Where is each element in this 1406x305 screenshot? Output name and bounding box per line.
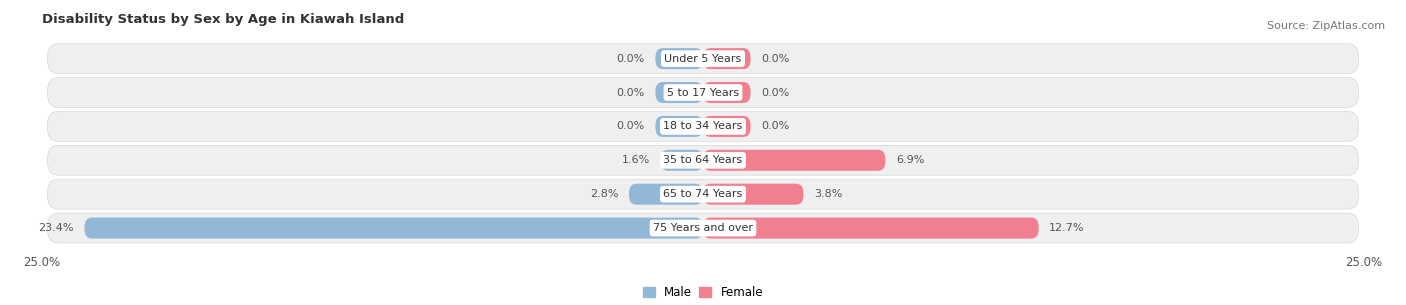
FancyBboxPatch shape xyxy=(655,82,703,103)
Text: 0.0%: 0.0% xyxy=(761,54,789,64)
FancyBboxPatch shape xyxy=(48,77,1358,107)
FancyBboxPatch shape xyxy=(655,116,703,137)
FancyBboxPatch shape xyxy=(628,184,703,205)
FancyBboxPatch shape xyxy=(655,48,703,69)
Text: 35 to 64 Years: 35 to 64 Years xyxy=(664,155,742,165)
Text: 75 Years and over: 75 Years and over xyxy=(652,223,754,233)
Legend: Male, Female: Male, Female xyxy=(638,282,768,304)
Text: 0.0%: 0.0% xyxy=(617,121,645,131)
Text: Under 5 Years: Under 5 Years xyxy=(665,54,741,64)
FancyBboxPatch shape xyxy=(84,217,703,239)
Text: 6.9%: 6.9% xyxy=(896,155,924,165)
FancyBboxPatch shape xyxy=(661,150,703,171)
Text: 3.8%: 3.8% xyxy=(814,189,842,199)
FancyBboxPatch shape xyxy=(703,184,803,205)
Text: 1.6%: 1.6% xyxy=(621,155,650,165)
FancyBboxPatch shape xyxy=(48,112,1358,141)
FancyBboxPatch shape xyxy=(703,116,751,137)
FancyBboxPatch shape xyxy=(48,44,1358,74)
FancyBboxPatch shape xyxy=(48,145,1358,175)
FancyBboxPatch shape xyxy=(703,150,886,171)
Text: 0.0%: 0.0% xyxy=(761,121,789,131)
FancyBboxPatch shape xyxy=(703,217,1039,239)
Text: 2.8%: 2.8% xyxy=(591,189,619,199)
FancyBboxPatch shape xyxy=(48,213,1358,243)
Text: Disability Status by Sex by Age in Kiawah Island: Disability Status by Sex by Age in Kiawa… xyxy=(42,13,405,26)
Text: 0.0%: 0.0% xyxy=(761,88,789,98)
Text: 0.0%: 0.0% xyxy=(617,88,645,98)
Text: 23.4%: 23.4% xyxy=(38,223,75,233)
FancyBboxPatch shape xyxy=(703,48,751,69)
Text: 18 to 34 Years: 18 to 34 Years xyxy=(664,121,742,131)
Text: 0.0%: 0.0% xyxy=(617,54,645,64)
Text: Source: ZipAtlas.com: Source: ZipAtlas.com xyxy=(1267,21,1385,31)
Text: 5 to 17 Years: 5 to 17 Years xyxy=(666,88,740,98)
FancyBboxPatch shape xyxy=(48,179,1358,209)
FancyBboxPatch shape xyxy=(703,82,751,103)
Text: 65 to 74 Years: 65 to 74 Years xyxy=(664,189,742,199)
Text: 12.7%: 12.7% xyxy=(1049,223,1085,233)
